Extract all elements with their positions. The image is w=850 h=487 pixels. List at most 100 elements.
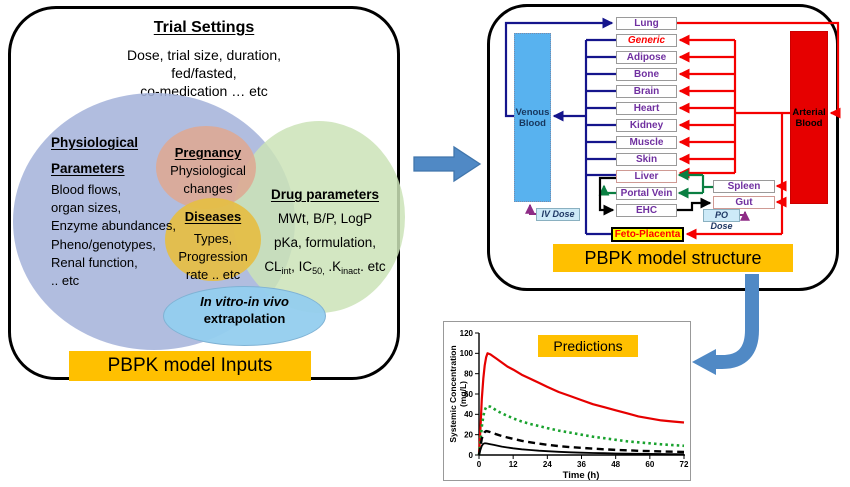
organ-box-bone: Bone: [616, 68, 677, 81]
diseases-ellipse: [165, 198, 261, 281]
arterial-label: Arterial: [792, 106, 826, 118]
diseases-text: Diseases Types, Progression rate .. etc: [163, 208, 263, 284]
drug-parameters-ellipse: [233, 121, 405, 313]
subtitle-line-2: fed/fasted,: [171, 65, 237, 81]
organ-box-lung: Lung: [616, 17, 677, 30]
x-tick-label: 0: [477, 460, 482, 469]
po-dose-arrow: [740, 210, 750, 221]
organ-box-gut: Gut: [713, 196, 775, 209]
organ-box-liver: Liver: [616, 170, 677, 183]
drug-line-1: MWt, B/P, LogP: [277, 211, 373, 226]
venous-to-lung-line: [504, 17, 614, 118]
y-tick-label: 60: [464, 390, 473, 399]
chart-xlabel: Time (h): [563, 470, 600, 481]
chart-ylabel-line2: (mg/L): [458, 381, 468, 407]
phys-item: Pheno/genotypes,: [51, 236, 156, 252]
phys-item: Renal function,: [51, 254, 138, 270]
y-tick-label: 40: [464, 410, 473, 419]
drug-line-2: pKa, formulation,: [273, 235, 377, 250]
drug-heading: Drug parameters: [270, 187, 380, 202]
ivive-line-2: extrapolation: [203, 311, 286, 326]
organ-box-portal-vein: Portal Vein: [616, 187, 677, 200]
arterial-flow-lines: [677, 21, 841, 240]
x-tick-label: 24: [543, 460, 552, 469]
organ-box-ehc: EHC: [616, 204, 677, 217]
venous-blood-box: Venous Blood: [514, 33, 551, 202]
organ-box-brain: Brain: [616, 85, 677, 98]
organ-box-adipose: Adipose: [616, 51, 677, 64]
ehc-flow-lines: [598, 176, 712, 216]
flow-lines: [504, 17, 841, 240]
x-tick-label: 60: [645, 460, 654, 469]
chart-series-black-solid-lowest-curve-: [478, 442, 685, 456]
organ-box-muscle: Muscle: [616, 136, 677, 149]
venous-label: Venous: [515, 106, 550, 118]
chart-series-black-dashed: [477, 429, 685, 456]
pregnancy-line: changes: [183, 181, 233, 196]
phys-item: .. etc: [51, 273, 80, 289]
lung-to-arterial-line: [677, 21, 841, 119]
phys-item: Enzyme abundances,: [51, 218, 177, 234]
physiological-items: Blood flows, organ sizes, Enzyme abundan…: [51, 181, 176, 290]
pregnancy-text: Pregnancy Physiological changes: [158, 144, 258, 198]
portal-flow-lines: [598, 169, 713, 199]
y-tick-label: 120: [460, 329, 474, 338]
predictions-label: Predictions: [538, 335, 638, 357]
organ-box-skin: Skin: [616, 153, 677, 166]
organ-box-generic: Generic: [616, 34, 677, 47]
ivive-text: In vitro-in vivo extrapolation: [163, 293, 326, 327]
predictions-chart-panel: Predictions 0 20 40 60 80 100 120 0 12 24 36 48 60 72…: [443, 321, 691, 481]
x-tick-label: 12: [509, 460, 518, 469]
x-tick-label: 48: [611, 460, 620, 469]
diseases-line: rate .. etc: [185, 267, 241, 282]
portal-vein-to-liver-arrow: [598, 184, 616, 196]
x-tick-label: 72: [680, 460, 689, 469]
pregnancy-ellipse: [156, 126, 256, 209]
y-tick-label: 100: [460, 349, 474, 358]
dose-arrows: [525, 203, 750, 221]
ivive-ellipse: [163, 286, 326, 346]
organ-box-spleen: Spleen: [713, 180, 775, 193]
pbpk-model-structure-label: PBPK model structure: [553, 244, 793, 272]
y-tick-label: 80: [464, 369, 473, 378]
diseases-line: Types,: [193, 231, 233, 246]
subtitle-line-1: Dose, trial size, duration,: [126, 47, 282, 63]
pregnancy-heading: Pregnancy: [174, 145, 242, 160]
iv-dose-arrow: [525, 203, 536, 215]
iv-dose-box: IV Dose: [536, 208, 580, 221]
diseases-line: Progression: [178, 249, 248, 264]
ehc-to-gut-arrow: [677, 197, 712, 212]
pregnancy-line: Physiological: [170, 163, 246, 178]
right-connector-arrow-icon: [413, 145, 482, 183]
venous-label: Blood: [519, 117, 546, 129]
phys-item: organ sizes,: [51, 200, 122, 216]
chart-series-green-dotted: [477, 404, 685, 456]
arterial-label: Blood: [795, 117, 823, 129]
organ-box-feto-placenta: Feto-Placenta: [611, 227, 684, 242]
ivive-line-1: In vitro-in vivo: [200, 294, 289, 309]
venous-flow-lines: [504, 17, 616, 236]
drug-parameters-text: Drug parameters MWt, B/P, LogP pKa, form…: [245, 183, 405, 283]
arterial-blood-box: Arterial Blood: [790, 31, 828, 204]
organ-box-heart: Heart: [616, 102, 677, 115]
phys-item: Blood flows,: [51, 182, 122, 197]
y-tick-label: 0: [469, 451, 474, 460]
chart-ylabel-line1: Systemic Concentration: [448, 345, 458, 442]
chart-series-red-solid-highest-curve-: [477, 352, 685, 456]
bent-connector-arrow-icon: [692, 274, 759, 375]
organ-box-kidney: Kidney: [616, 119, 677, 132]
physiological-heading-2: Parameters: [51, 161, 125, 176]
x-tick-label: 36: [577, 460, 586, 469]
concentration-time-chart: 0 20 40 60 80 100 120 0 12 24 36 48 60 72 Time (h) Syst…: [444, 322, 692, 482]
diseases-heading: Diseases: [184, 209, 242, 224]
po-dose-box: PO Dose: [703, 209, 740, 231]
trial-settings-subtitle: Dose, trial size, duration, fed/fasted, …: [11, 46, 397, 100]
pbpk-model-inputs-label: PBPK model Inputs: [69, 351, 311, 381]
drug-line-3: CLint, IC50, .Kinact. etc: [264, 259, 386, 276]
trial-settings-panel: Trial Settings Dose, trial size, duratio…: [8, 6, 405, 381]
liver-to-ehc-arrow: [598, 176, 616, 216]
pbpk-structure-panel: Venous Blood Arterial Blood Lung Generic A…: [487, 4, 841, 291]
y-tick-label: 20: [464, 430, 473, 439]
subtitle-line-3: co-medication … etc: [140, 83, 268, 99]
